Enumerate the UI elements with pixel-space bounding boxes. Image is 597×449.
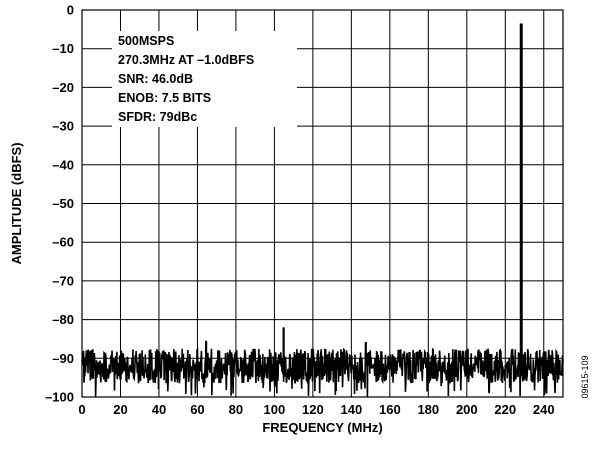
- x-tick-label: 80: [229, 402, 243, 417]
- x-tick-label: 240: [533, 402, 555, 417]
- figure-id: 09615-109: [580, 355, 590, 398]
- x-tick-label: 180: [417, 402, 439, 417]
- annotation-line: ENOB: 7.5 BITS: [118, 91, 211, 105]
- x-tick-label: 20: [113, 402, 127, 417]
- y-tick-label: –10: [52, 41, 74, 56]
- y-tick-label: –50: [52, 196, 74, 211]
- x-tick-label: 60: [190, 402, 204, 417]
- y-tick-label: –80: [52, 312, 74, 327]
- y-tick-label: –40: [52, 157, 74, 172]
- y-tick-labels: 0 –10 –20 –30 –40 –50 –60 –70 –80 –90 –100: [45, 3, 74, 405]
- x-tick-labels: 0 20 40 60 80 100 120 140 160 180 200 220 240: [78, 402, 554, 417]
- x-tick-label: 140: [341, 402, 363, 417]
- y-tick-label: –20: [52, 80, 74, 95]
- x-tick-label: 120: [302, 402, 324, 417]
- y-tick-label: –70: [52, 273, 74, 288]
- y-tick-label: –90: [52, 351, 74, 366]
- annotation-background: [112, 31, 297, 127]
- y-tick-label: –30: [52, 119, 74, 134]
- x-axis-title: FREQUENCY (MHz): [262, 420, 382, 435]
- annotation-line: 500MSPS: [118, 34, 174, 48]
- noise-floor: [81, 347, 564, 397]
- x-tick-label: 200: [456, 402, 478, 417]
- plot-frame: [81, 9, 564, 398]
- spectrum-trace: [81, 23, 564, 397]
- x-tick-label: 100: [264, 402, 286, 417]
- y-tick-label: –100: [45, 390, 74, 405]
- y-axis-title: AMPLITUDE (dBFS): [9, 142, 24, 264]
- annotation-line: SNR: 46.0dB: [118, 72, 193, 86]
- x-tick-label: 220: [494, 402, 516, 417]
- annotation-block: 500MSPS 270.3MHz AT –1.0dBFS SNR: 46.0dB EN…: [112, 31, 297, 127]
- annotation-line: SFDR: 79dBc: [118, 110, 197, 124]
- annotation-line: 270.3MHz AT –1.0dBFS: [118, 53, 254, 67]
- y-tick-label: 0: [67, 3, 74, 18]
- x-tick-label: 160: [379, 402, 401, 417]
- x-tick-label: 0: [78, 402, 85, 417]
- x-tick-label: 40: [152, 402, 166, 417]
- y-tick-label: –60: [52, 235, 74, 250]
